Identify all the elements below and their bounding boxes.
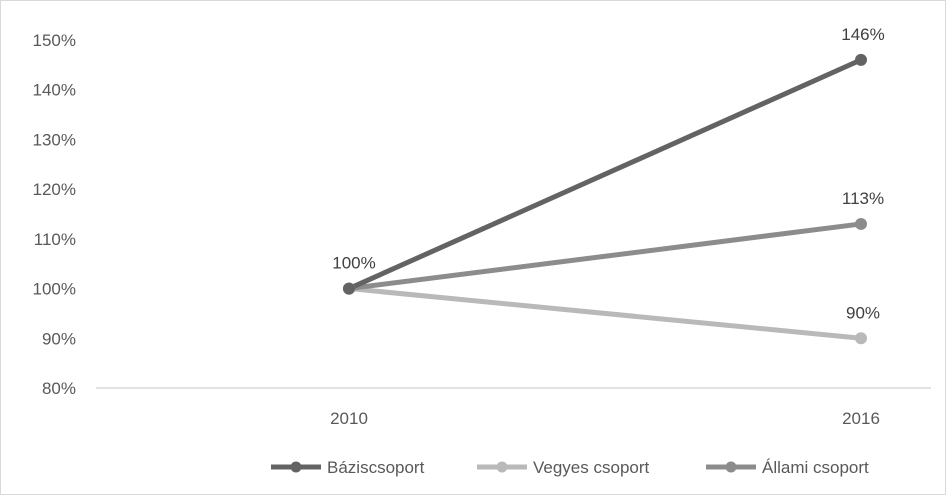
data-labels: 100% 146% 90% 113% (332, 25, 884, 322)
data-label: 113% (842, 189, 884, 208)
x-axis-labels: 2010 2016 (330, 409, 880, 428)
y-tick-label: 120% (33, 180, 76, 199)
legend-point-marker (290, 461, 302, 473)
series-line (346, 221, 864, 292)
data-label: 90% (846, 303, 880, 322)
legend-item: Vegyes csoport (477, 458, 650, 477)
legend-label: Vegyes csoport (533, 458, 650, 477)
legend-item: Állami csoport (706, 458, 869, 477)
y-tick-label: 80% (42, 379, 76, 398)
legend-point-marker (725, 461, 737, 473)
series-line (346, 286, 864, 341)
legend-label: Báziscsoport (327, 458, 425, 477)
x-tick-label: 2010 (330, 409, 368, 428)
legend-label: Állami csoport (762, 458, 869, 477)
data-label: 100% (332, 254, 375, 273)
y-tick-label: 130% (33, 130, 76, 149)
y-tick-label: 110% (34, 230, 76, 249)
y-tick-label: 150% (33, 31, 76, 50)
data-label: 146% (841, 25, 884, 44)
legend-point-marker (496, 461, 508, 473)
data-point (855, 53, 867, 66)
data-point (343, 282, 355, 295)
data-point (855, 332, 867, 345)
legend: Báziscsoport Vegyes csoport Állami csoport (271, 458, 869, 477)
y-axis-labels: 80% 90% 100% 110% 120% 130% 140% 150% (33, 31, 76, 398)
data-point (855, 217, 867, 230)
legend-item: Báziscsoport (271, 458, 425, 477)
y-tick-label: 100% (33, 280, 76, 299)
x-tick-label: 2016 (842, 409, 880, 428)
series-points (343, 53, 867, 345)
y-tick-label: 140% (33, 81, 76, 100)
series-line (346, 57, 864, 292)
series-lines (346, 57, 864, 341)
y-tick-label: 90% (42, 329, 76, 348)
